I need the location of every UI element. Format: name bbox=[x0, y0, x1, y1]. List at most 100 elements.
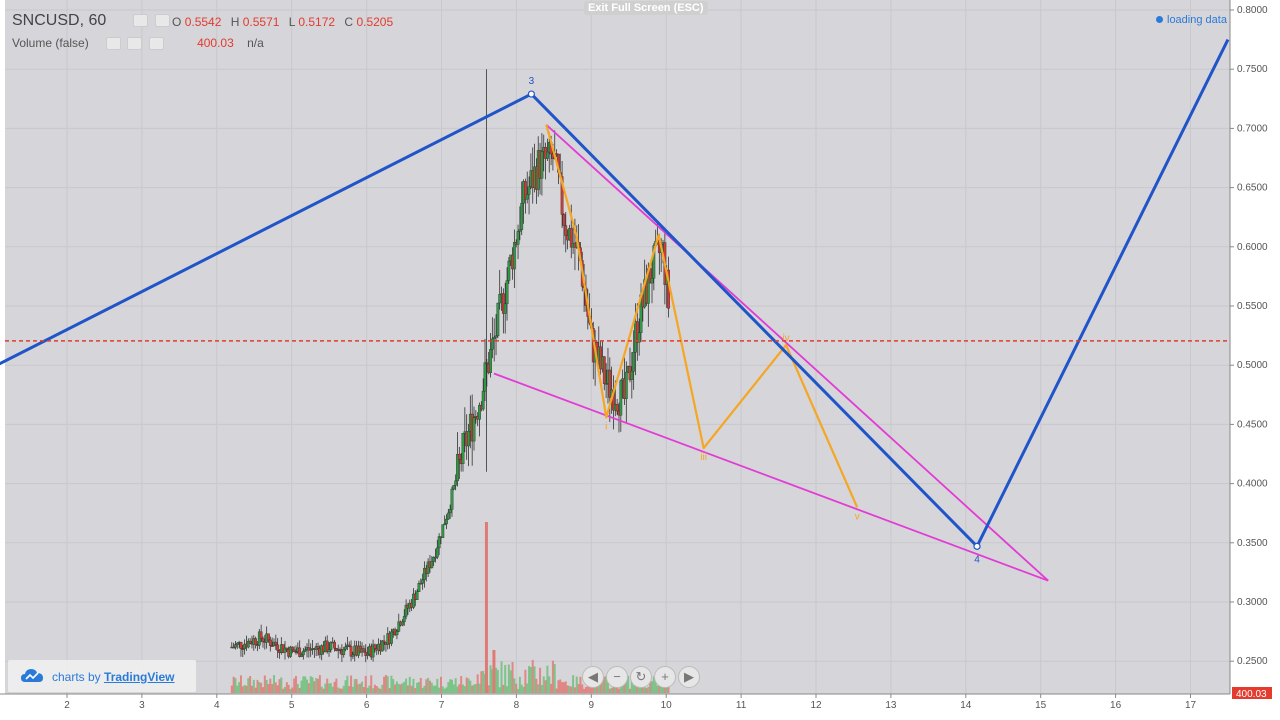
open-value: 0.5542 bbox=[185, 15, 222, 29]
volume-bar bbox=[633, 685, 635, 693]
cloud-logo-icon bbox=[20, 667, 44, 685]
candle-body bbox=[344, 647, 346, 649]
ohlc-readout: O 0.5542 H 0.5571 L 0.5172 C 0.5205 bbox=[168, 15, 395, 29]
volume-bar bbox=[321, 687, 323, 693]
volume-bar bbox=[368, 686, 370, 693]
price-tick-label: 0.6500 bbox=[1237, 183, 1268, 194]
time-tick-label: 11 bbox=[736, 700, 747, 711]
volume-bar bbox=[499, 687, 501, 693]
volume-bar bbox=[445, 687, 447, 693]
candle-body bbox=[513, 242, 515, 269]
candle-body bbox=[304, 650, 306, 651]
volume-bar bbox=[258, 682, 260, 693]
volume-bar bbox=[537, 684, 539, 693]
volume-bar bbox=[337, 688, 339, 693]
volume-bar bbox=[306, 680, 308, 693]
price-tick-label: 0.5500 bbox=[1237, 301, 1268, 312]
scroll-left-icon[interactable]: ◀ bbox=[582, 666, 604, 688]
candle-body bbox=[240, 642, 242, 648]
volume-bar bbox=[570, 687, 572, 693]
candle-body bbox=[563, 214, 565, 225]
volume-settings-icon[interactable] bbox=[106, 37, 121, 50]
candle-body bbox=[343, 649, 345, 654]
zoom-out-icon[interactable]: − bbox=[606, 666, 628, 688]
orange-wave-label: iii bbox=[700, 452, 707, 463]
volume-bar bbox=[451, 680, 453, 693]
price-axis[interactable]: 0.8000 0.7500 0.7000 0.6500 0.6000 0.5500 0.50… bbox=[1230, 0, 1280, 694]
plot-area[interactable] bbox=[5, 0, 1230, 694]
volume-bar bbox=[357, 684, 359, 693]
volume-bar bbox=[240, 675, 242, 693]
time-tick-label: 8 bbox=[514, 700, 520, 711]
volume-bar bbox=[269, 679, 271, 693]
zoom-in-icon[interactable]: + bbox=[654, 666, 676, 688]
volume-bar bbox=[288, 685, 290, 693]
volume-readout: Volume (false) 400.03 n/a bbox=[12, 36, 264, 50]
volume-bar bbox=[275, 682, 277, 693]
volume-bar bbox=[468, 678, 470, 693]
volume-bar bbox=[557, 680, 559, 693]
volume-bar bbox=[381, 685, 383, 693]
volume-bar bbox=[539, 668, 541, 693]
volume-bar bbox=[433, 686, 435, 693]
scroll-right-icon[interactable]: ▶ bbox=[678, 666, 700, 688]
volume-bar bbox=[512, 662, 514, 693]
volume-bar bbox=[434, 686, 436, 693]
exit-fullscreen-button[interactable]: Exit Full Screen (ESC) bbox=[584, 1, 708, 15]
volume-bar bbox=[370, 675, 372, 693]
volume-bar bbox=[592, 687, 594, 693]
orange-wave-label: v bbox=[855, 511, 860, 522]
volume-bar bbox=[449, 679, 451, 693]
volume-bar bbox=[524, 670, 526, 693]
volume-bar bbox=[554, 664, 556, 693]
volume-bar bbox=[550, 684, 552, 693]
volume-bar bbox=[291, 687, 293, 693]
volume-bar bbox=[400, 684, 402, 693]
candle-body bbox=[374, 645, 376, 649]
volume-label: Volume (false) bbox=[12, 36, 89, 50]
volume-bar bbox=[479, 684, 481, 693]
settings-icon[interactable] bbox=[133, 14, 148, 27]
volume-bar bbox=[324, 684, 326, 693]
volume-bar bbox=[543, 676, 545, 693]
candle-body bbox=[462, 433, 464, 464]
volume-bar bbox=[513, 678, 515, 693]
time-axis[interactable]: 2 3 4 5 6 7 8 9 10 11 12 13 14 15 16 17 bbox=[0, 694, 1230, 720]
volume-bar bbox=[295, 676, 297, 693]
candle-body bbox=[416, 592, 418, 600]
price-tick-label: 0.3000 bbox=[1237, 597, 1268, 608]
price-tick-label: 0.4500 bbox=[1237, 419, 1268, 430]
candle-body bbox=[486, 363, 488, 364]
volume-bar bbox=[277, 685, 279, 693]
volume-bar bbox=[365, 676, 367, 693]
loading-dot-icon bbox=[1156, 16, 1163, 23]
candle-body bbox=[493, 337, 495, 339]
low-value: 0.5172 bbox=[298, 15, 335, 29]
volume-bar bbox=[317, 679, 319, 693]
volume-bar bbox=[348, 686, 350, 693]
volume-bar bbox=[456, 687, 458, 693]
volume-bar bbox=[469, 681, 471, 693]
volume-bar bbox=[255, 688, 257, 693]
volume-close-icon[interactable] bbox=[149, 37, 164, 50]
tradingview-attribution[interactable]: charts by TradingView bbox=[8, 660, 196, 692]
candle-body bbox=[482, 391, 484, 409]
volume-bar bbox=[245, 686, 247, 693]
volume-bar bbox=[280, 677, 282, 693]
volume-hide-icon[interactable] bbox=[127, 37, 142, 50]
candle-body bbox=[330, 643, 332, 650]
reset-icon[interactable]: ↻ bbox=[630, 666, 652, 688]
volume-bar bbox=[480, 671, 482, 693]
wave-point bbox=[528, 91, 534, 97]
volume-bar bbox=[389, 688, 391, 693]
volume-bar bbox=[629, 689, 631, 693]
volume-bar bbox=[233, 677, 235, 693]
volume-bar bbox=[319, 675, 321, 693]
candle-body bbox=[449, 509, 451, 513]
tradingview-link[interactable]: TradingView bbox=[104, 670, 174, 684]
volume-bar bbox=[429, 681, 431, 693]
volume-bar bbox=[234, 678, 236, 693]
volume-bar bbox=[576, 677, 578, 693]
